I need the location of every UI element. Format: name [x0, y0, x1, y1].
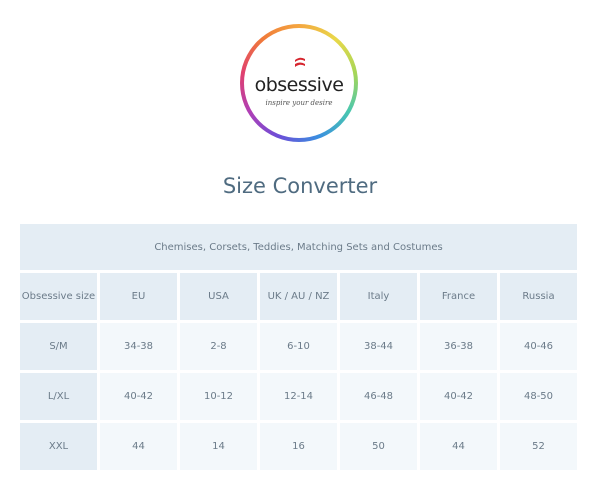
row-header: S/M [20, 323, 97, 370]
table-cell: 38-44 [340, 323, 417, 370]
table-cell: 36-38 [420, 323, 497, 370]
brand-mark-icon [295, 57, 305, 67]
table-cell: 6-10 [260, 323, 337, 370]
table-cell: 50 [340, 423, 417, 470]
column-header: USA [180, 273, 257, 320]
table-cell: 2-8 [180, 323, 257, 370]
row-header: XXL [20, 423, 97, 470]
column-header: UK / AU / NZ [260, 273, 337, 320]
column-header: France [420, 273, 497, 320]
column-header: Italy [340, 273, 417, 320]
column-header: Obsessive size [20, 273, 97, 320]
obsessive-logo: obsessive inspire your desire [240, 24, 358, 142]
table-cell: 12-14 [260, 373, 337, 420]
table-cell: 44 [100, 423, 177, 470]
table-cell: 52 [500, 423, 577, 470]
column-header: Russia [500, 273, 577, 320]
table-cell: 40-46 [500, 323, 577, 370]
table-cell: 44 [420, 423, 497, 470]
size-table: Chemises, Corsets, Teddies, Matching Set… [20, 224, 577, 470]
table-cell: 46-48 [340, 373, 417, 420]
table-caption: Chemises, Corsets, Teddies, Matching Set… [20, 224, 577, 270]
row-header: L/XL [20, 373, 97, 420]
table-cell: 16 [260, 423, 337, 470]
table-cell: 40-42 [420, 373, 497, 420]
table-cell: 34-38 [100, 323, 177, 370]
page-title: Size Converter [222, 174, 378, 198]
table-cell: 10-12 [180, 373, 257, 420]
logo-brand: obsessive [254, 74, 344, 96]
logo-tagline: inspire your desire [265, 99, 333, 107]
table-cell: 48-50 [500, 373, 577, 420]
column-header: EU [100, 273, 177, 320]
table-cell: 14 [180, 423, 257, 470]
table-cell: 40-42 [100, 373, 177, 420]
